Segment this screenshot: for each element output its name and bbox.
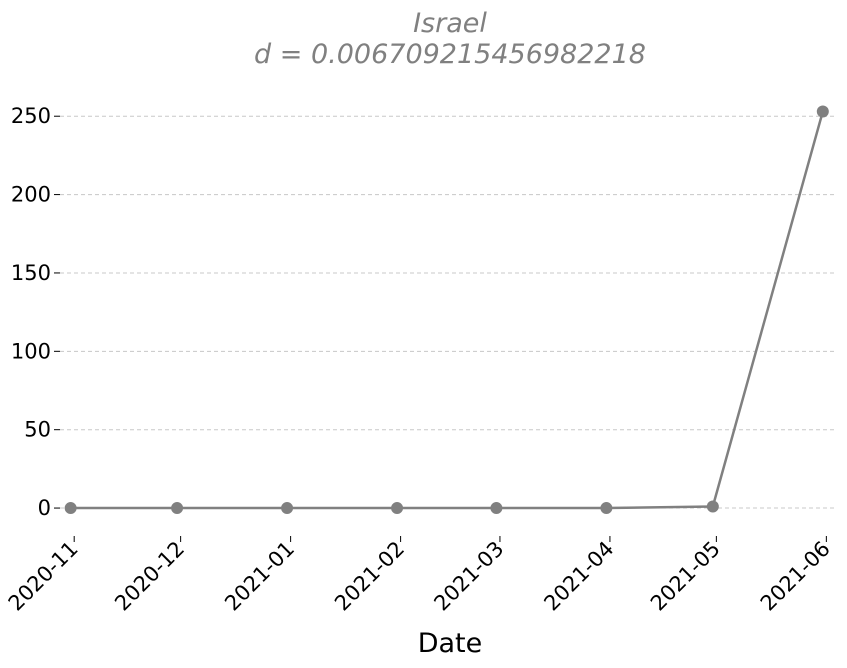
data-point <box>281 502 294 515</box>
chart-title: Israel <box>413 8 487 39</box>
x-axis: 2020-11 2020-12 2021-01 2021-02 2021-03 2021-… <box>4 536 835 616</box>
y-axis: 0 50 100 150 200 250 <box>11 104 60 520</box>
data-point <box>171 502 184 515</box>
y-tick-label: 150 <box>11 261 51 285</box>
x-tick-label: 2021-04 <box>539 537 618 616</box>
y-tick-label: 100 <box>11 339 51 363</box>
grid-lines <box>60 115 837 509</box>
data-point <box>64 502 77 515</box>
y-tick-label: 250 <box>11 104 51 128</box>
series-line <box>70 111 825 510</box>
y-tick-label: 50 <box>24 418 51 442</box>
x-tick-label: 2021-06 <box>756 537 835 616</box>
data-point <box>391 502 404 515</box>
x-tick-label: 2021-03 <box>429 537 508 616</box>
data-point <box>490 502 503 515</box>
x-tick-label: 2020-12 <box>110 537 189 616</box>
x-tick-label: 2021-05 <box>646 537 725 616</box>
chart-subtitle: d = 0.006709215456982218 <box>254 39 646 70</box>
data-point <box>706 500 719 513</box>
x-axis-label: Date <box>418 628 483 659</box>
x-tick-label: 2021-02 <box>330 537 409 616</box>
y-tick-label: 200 <box>11 183 51 207</box>
data-point <box>816 105 829 118</box>
series-layer <box>64 105 829 515</box>
x-tick-label: 2020-11 <box>4 537 83 616</box>
y-tick-label: 0 <box>38 496 51 520</box>
x-tick-label: 2021-01 <box>220 537 299 616</box>
data-point <box>600 502 613 515</box>
